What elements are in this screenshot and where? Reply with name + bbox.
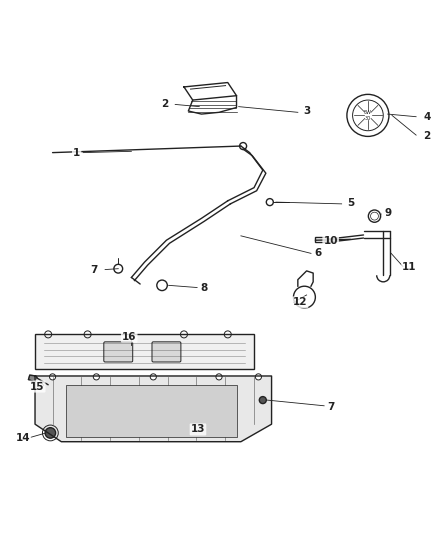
Circle shape — [49, 374, 56, 380]
Text: 11: 11 — [402, 262, 417, 271]
Text: 9: 9 — [384, 208, 391, 217]
Text: 10: 10 — [323, 236, 338, 246]
Text: 3: 3 — [303, 107, 310, 116]
Circle shape — [255, 374, 261, 380]
Circle shape — [93, 374, 99, 380]
Circle shape — [216, 374, 222, 380]
FancyBboxPatch shape — [152, 342, 181, 362]
Polygon shape — [35, 376, 272, 442]
Text: 15: 15 — [30, 382, 45, 392]
FancyBboxPatch shape — [315, 237, 326, 243]
Polygon shape — [28, 375, 37, 381]
Text: 16: 16 — [122, 332, 137, 342]
Text: 12: 12 — [293, 297, 307, 308]
Text: 14: 14 — [15, 433, 30, 443]
Circle shape — [45, 427, 56, 438]
Text: 1: 1 — [73, 148, 80, 158]
Text: 7: 7 — [91, 264, 98, 274]
Text: 5: 5 — [347, 198, 354, 208]
Text: 2: 2 — [161, 99, 168, 109]
Text: 2: 2 — [424, 131, 431, 141]
Text: 6: 6 — [314, 248, 321, 259]
FancyBboxPatch shape — [104, 342, 133, 362]
Text: 4: 4 — [424, 112, 431, 122]
Text: 5W
30: 5W 30 — [364, 110, 372, 121]
Text: 7: 7 — [327, 402, 334, 411]
Circle shape — [150, 374, 156, 380]
Text: 8: 8 — [200, 282, 207, 293]
FancyBboxPatch shape — [66, 385, 237, 437]
FancyBboxPatch shape — [35, 334, 254, 369]
Circle shape — [259, 397, 266, 403]
Text: 13: 13 — [191, 424, 205, 434]
